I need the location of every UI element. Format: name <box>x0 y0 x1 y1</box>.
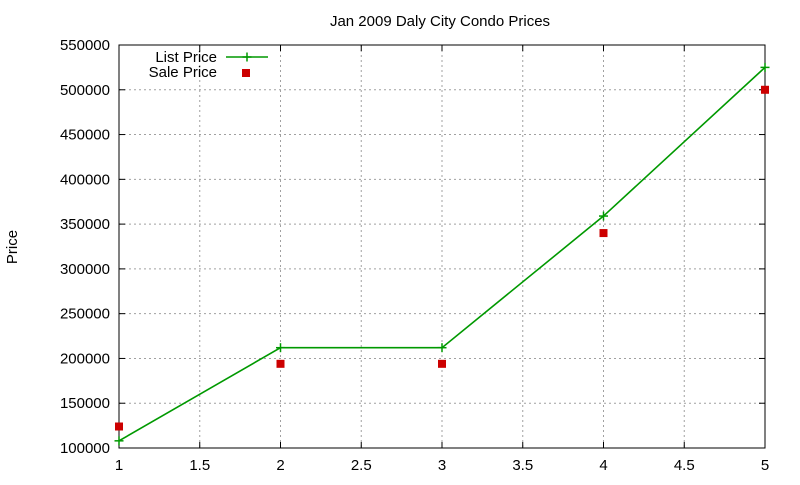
y-tick-label: 400000 <box>60 171 110 188</box>
x-tick-label: 1 <box>115 457 123 474</box>
legend-entry: List Price <box>155 49 268 66</box>
data-point <box>437 343 447 353</box>
y-axis-label: Price <box>4 230 21 264</box>
x-tick-label: 4 <box>599 457 607 474</box>
y-tick-label: 450000 <box>60 127 110 144</box>
x-tick-label: 5 <box>761 457 769 474</box>
grid-lines <box>119 45 765 448</box>
data-point <box>599 211 608 221</box>
chart-title: Jan 2009 Daly City Condo Prices <box>330 13 550 30</box>
y-tick-label: 100000 <box>60 440 110 457</box>
legend-label: Sale Price <box>149 64 217 81</box>
x-tick-label: 4.5 <box>674 457 695 474</box>
x-tick-label: 2.5 <box>351 457 372 474</box>
axis-ticks: 1 1.5 2 2.5 3 3.5 4 4.5 5 100000 150000 200000 25000… <box>60 37 769 474</box>
x-tick-label: 1.5 <box>189 457 210 474</box>
data-point <box>761 85 769 94</box>
y-tick-label: 150000 <box>60 395 110 412</box>
x-tick-label: 3 <box>438 457 446 474</box>
legend-entry: Sale Price <box>149 64 250 81</box>
legend-marker <box>242 52 252 62</box>
legend-marker <box>242 69 250 77</box>
data-point <box>276 343 285 353</box>
series-2 <box>115 85 769 431</box>
data-point <box>760 62 770 72</box>
y-tick-label: 350000 <box>60 216 110 233</box>
series-1 <box>114 62 770 446</box>
data-point <box>438 359 446 368</box>
y-tick-label: 300000 <box>60 261 110 278</box>
series-layer <box>114 62 770 446</box>
series-line <box>118 66 766 442</box>
data-point <box>276 359 285 368</box>
data-point <box>599 229 608 238</box>
y-tick-label: 500000 <box>60 82 110 99</box>
x-tick-label: 2 <box>276 457 284 474</box>
legend-label: List Price <box>155 49 217 66</box>
y-tick-label: 550000 <box>60 37 110 54</box>
x-tick-label: 3.5 <box>512 457 533 474</box>
data-point <box>115 422 123 431</box>
data-point <box>114 436 124 446</box>
y-tick-label: 250000 <box>60 306 110 323</box>
y-tick-label: 200000 <box>60 350 110 367</box>
